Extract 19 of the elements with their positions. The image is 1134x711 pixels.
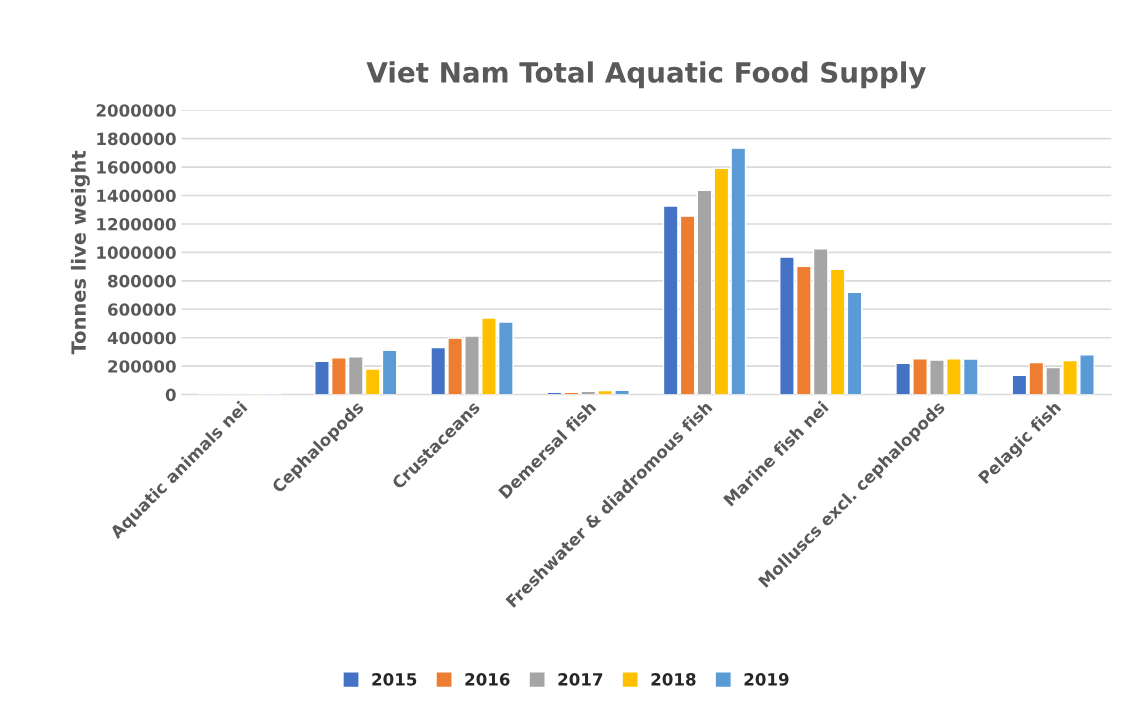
y-tick-label: 0 — [165, 388, 176, 402]
y-axis-title: Tonnes live weight — [70, 150, 90, 355]
y-tick-label: 1800000 — [97, 132, 176, 146]
y-tick-label: 1000000 — [97, 246, 176, 259]
y-tick-label: 1200000 — [97, 217, 176, 231]
y-tick-label: 800000 — [108, 274, 176, 288]
legend-label: 2017 — [558, 673, 603, 686]
legend-label: 2016 — [465, 673, 510, 686]
chart-title: Viet Nam Total Aquatic Food Supply — [366, 61, 926, 89]
legend-label: 2018 — [651, 673, 696, 686]
y-tick-label: 1600000 — [97, 161, 176, 174]
y-tick-label: 1400000 — [97, 189, 176, 203]
y-tick-label: 2000000 — [96, 104, 176, 117]
y-tick-label: 600000 — [108, 303, 176, 316]
y-tick-label: 400000 — [107, 331, 176, 345]
legend-label: 2019 — [744, 673, 789, 686]
bar — [696, 189, 713, 395]
legend-label: 2015 — [372, 673, 417, 686]
y-tick-label: 200000 — [108, 360, 176, 373]
